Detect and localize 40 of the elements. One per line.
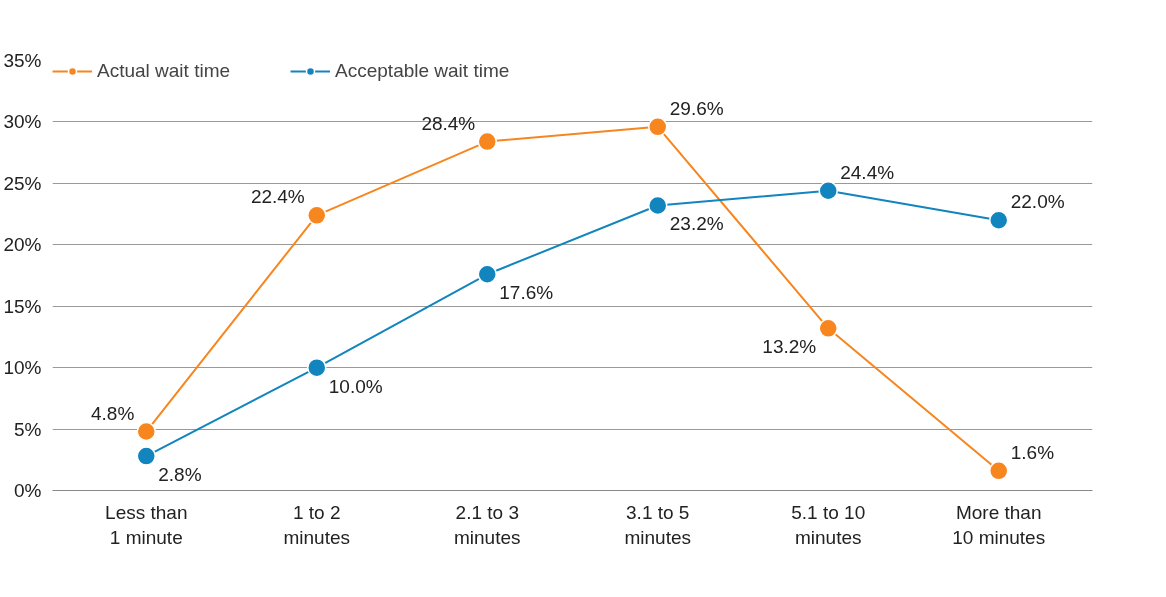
legend-label: Acceptable wait time (335, 60, 510, 82)
x-tick-label: 3.1 to 5 minutes (624, 501, 692, 548)
y-tick-label: 35% (3, 50, 42, 71)
y-tick-label: 0% (14, 480, 42, 501)
y-tick-label: 10% (3, 357, 42, 379)
point (136, 446, 157, 466)
data-label: 28.4% (421, 112, 476, 134)
point (136, 421, 157, 442)
y-tick-label: 5% (14, 418, 42, 440)
point (648, 195, 668, 216)
x-tick-label: 2.1 to 3 minutes (453, 501, 521, 548)
data-label: 1.6% (1010, 441, 1055, 463)
legend-label: Actual wait time (97, 60, 231, 82)
point (988, 461, 1009, 481)
point (307, 357, 327, 378)
data-label: 17.6% (499, 282, 554, 304)
x-tick-label: 5.1 to 10 minutes (791, 501, 866, 548)
data-label: 22.4% (250, 186, 305, 208)
data-label: 13.2% (762, 336, 817, 358)
point (818, 318, 838, 339)
data-label: 2.8% (158, 464, 202, 486)
point (477, 264, 497, 284)
x-tick-label: More than 10 minutes (952, 501, 1046, 548)
data-label: 24.4% (840, 161, 895, 183)
point (818, 181, 838, 201)
data-label: 4.8% (90, 402, 135, 424)
y-tick-label: 20% (3, 234, 42, 256)
x-tick-label: Less than 1 minute (105, 501, 188, 548)
point (307, 205, 327, 226)
point (648, 117, 668, 137)
data-label: 22.0% (1010, 191, 1065, 213)
point (477, 131, 497, 152)
x-tick-label: 1 to 2 minutes (283, 501, 351, 548)
y-tick-label: 25% (3, 172, 42, 194)
y-tick-label: 15% (3, 295, 42, 317)
data-label: 29.6% (669, 97, 724, 119)
data-label: 10.0% (328, 375, 383, 397)
point (988, 210, 1009, 230)
y-tick-label: 30% (3, 111, 42, 133)
data-label: 23.2% (669, 213, 724, 235)
